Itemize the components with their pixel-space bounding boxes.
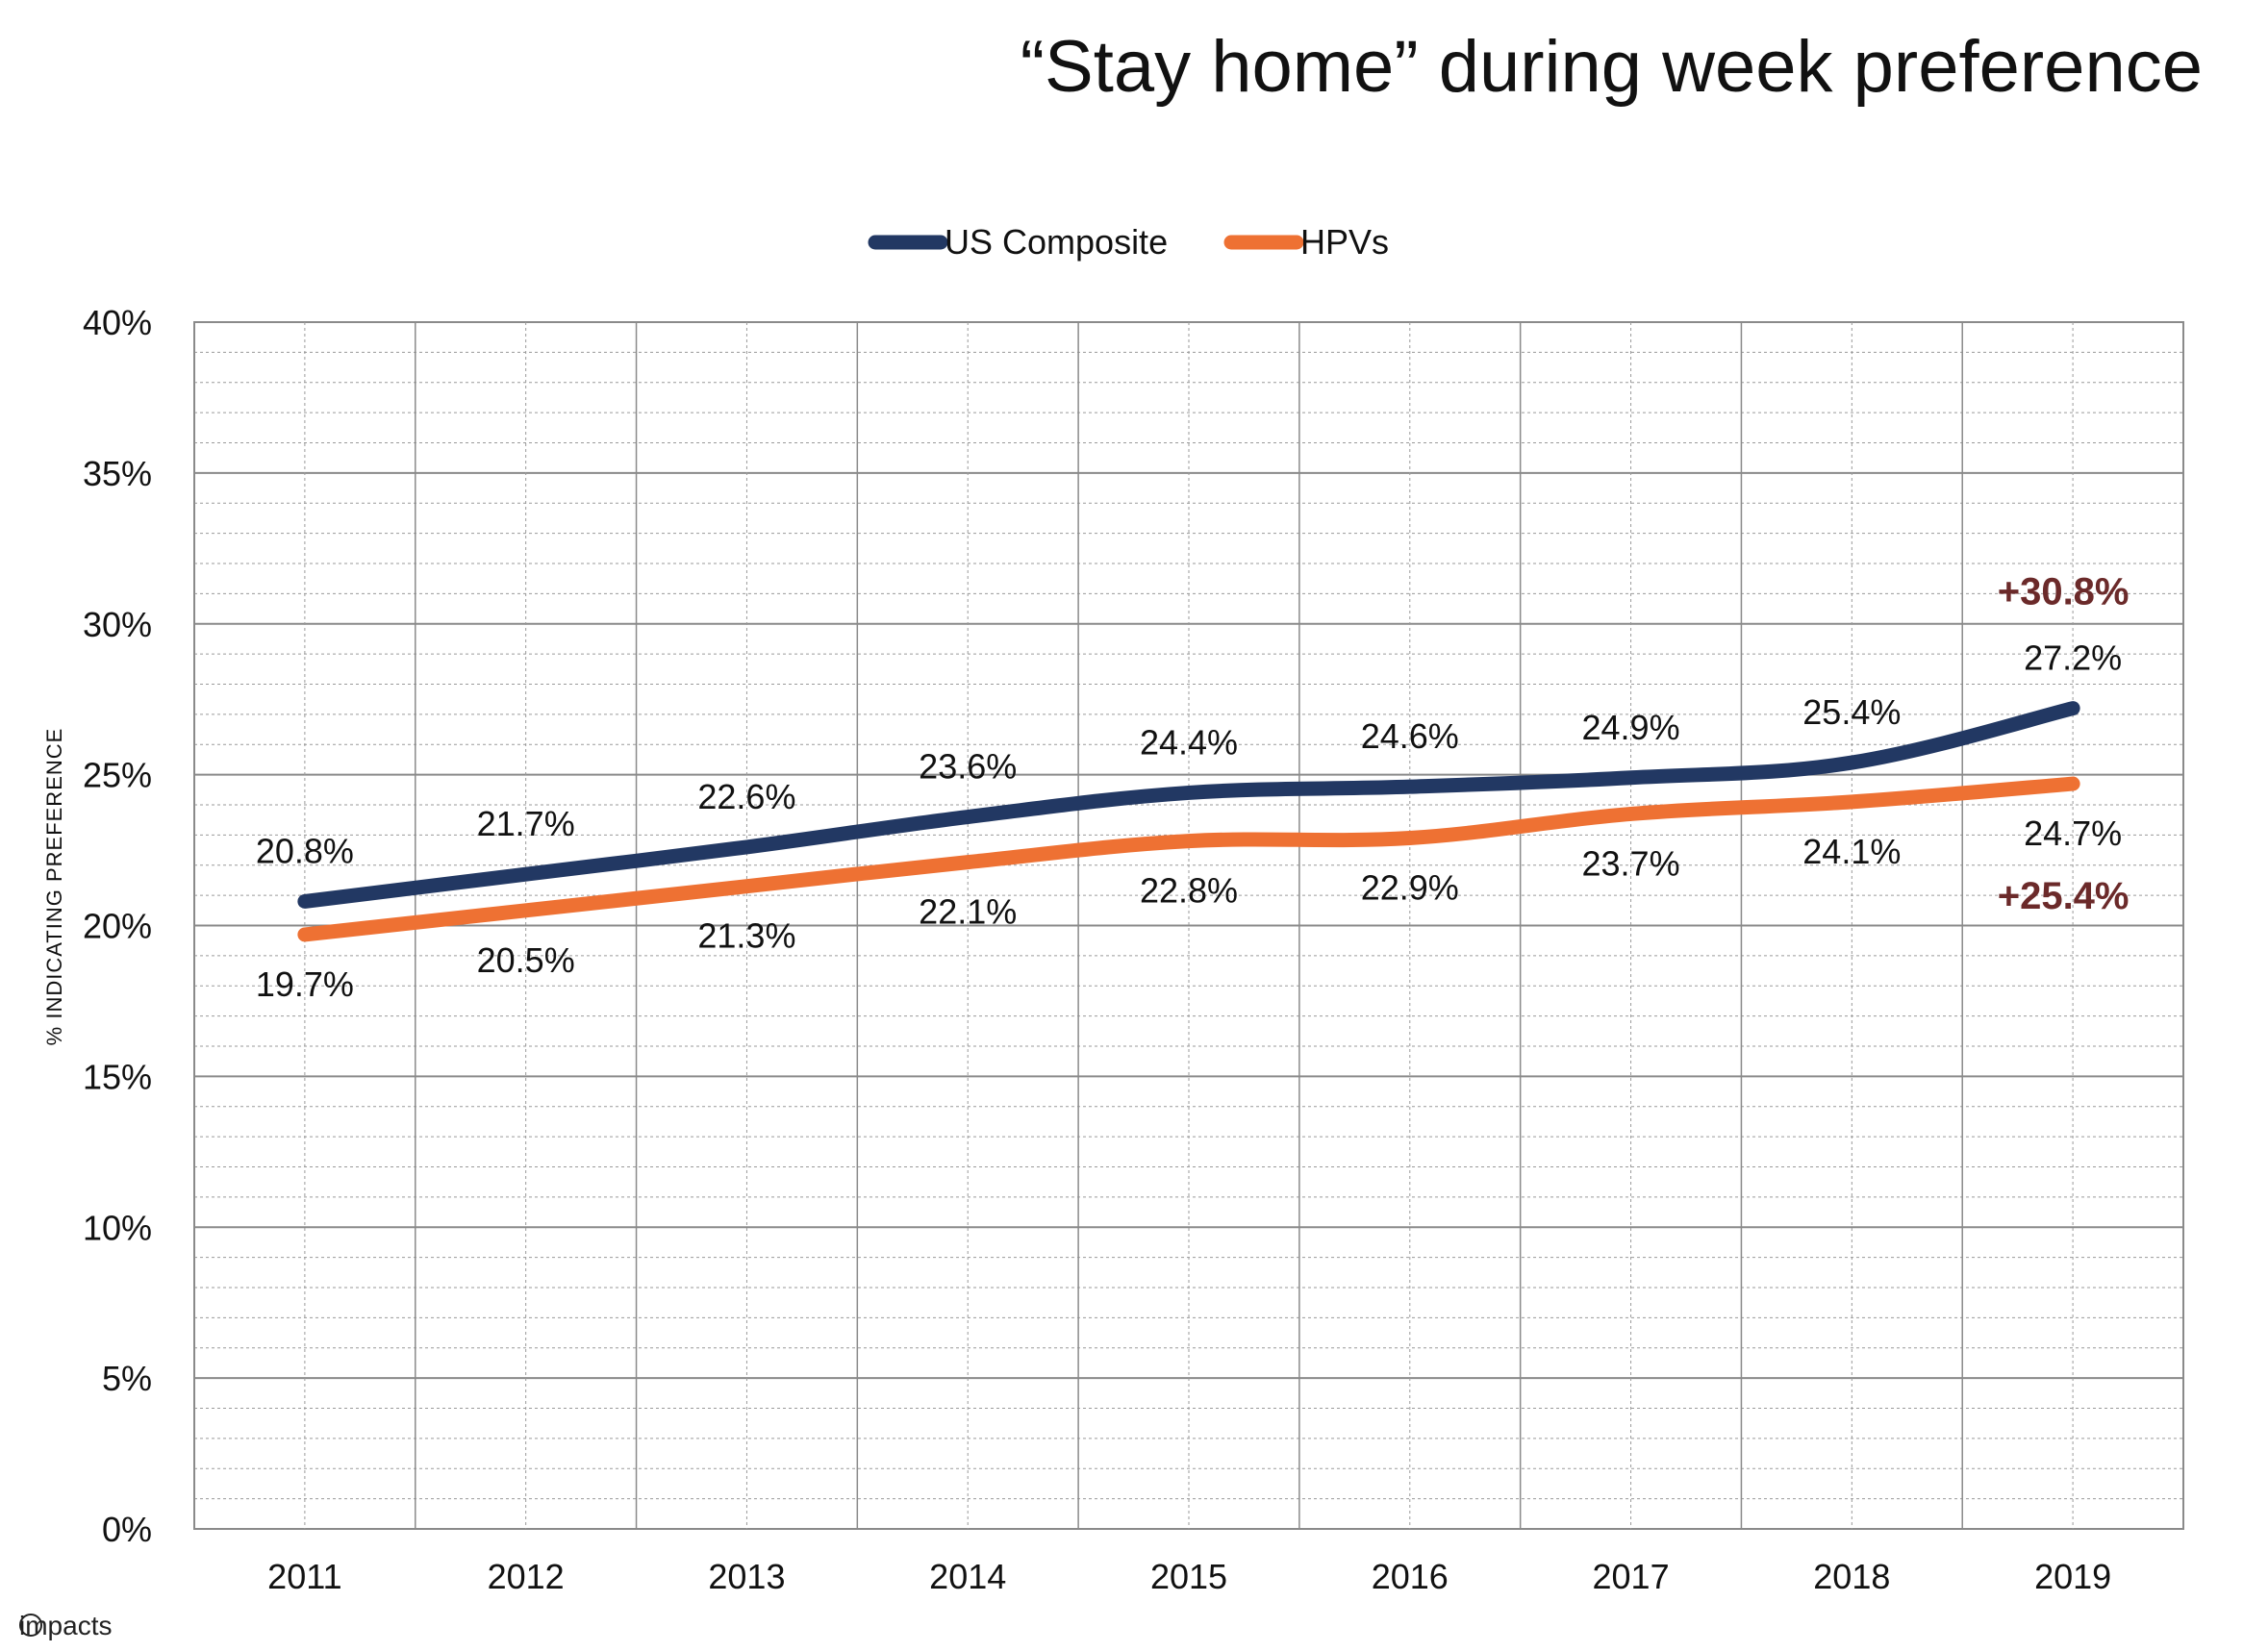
legend-label-us-composite: US Composite bbox=[945, 222, 1168, 262]
change-labels: +30.8% +25.4% bbox=[1998, 571, 2130, 917]
change-label-us-composite: +30.8% bbox=[1998, 571, 2130, 613]
y-tick-label: 10% bbox=[83, 1208, 152, 1247]
change-label-hpvs: +25.4% bbox=[1998, 875, 2130, 917]
data-label-hpvs: 24.7% bbox=[2024, 813, 2122, 853]
brand-logo: impacts bbox=[19, 1611, 112, 1640]
y-tick-label: 30% bbox=[83, 605, 152, 644]
y-tick-label: 5% bbox=[102, 1359, 152, 1398]
data-label-hpvs: 20.5% bbox=[477, 940, 575, 980]
x-tick-label: 2016 bbox=[1372, 1557, 1449, 1596]
data-labels: 20.8% 21.7% 22.6% 23.6% 24.4% 24.6% 24.9% 25.4%… bbox=[256, 638, 2122, 1004]
logo-icon bbox=[19, 1614, 42, 1637]
data-label-us-composite: 20.8% bbox=[256, 831, 354, 870]
data-label-us-composite: 27.2% bbox=[2024, 638, 2122, 678]
chart-grid bbox=[193, 321, 2184, 1530]
data-label-hpvs: 22.9% bbox=[1361, 868, 1459, 908]
legend: US Composite HPVs bbox=[868, 222, 1389, 262]
legend-label-hpvs: HPVs bbox=[1300, 222, 1389, 262]
y-tick-label: 15% bbox=[83, 1057, 152, 1096]
data-label-us-composite: 22.6% bbox=[697, 777, 795, 816]
data-label-us-composite: 25.4% bbox=[1802, 692, 1901, 732]
x-tick-label: 2018 bbox=[1813, 1557, 1890, 1596]
x-axis: 2011 2012 2013 2014 2015 2016 2017 2018 2019 bbox=[267, 1557, 2111, 1596]
x-tick-label: 2014 bbox=[929, 1557, 1006, 1596]
y-axis: 0% 5% 10% 15% 20% 25% 30% 35% 40% bbox=[83, 303, 152, 1549]
chart-title: “Stay home” during week preference bbox=[1021, 26, 2203, 108]
y-tick-label: 20% bbox=[83, 907, 152, 946]
y-axis-label: % INDICATING PREFERENCE bbox=[42, 728, 66, 1046]
data-label-us-composite: 24.9% bbox=[1582, 708, 1680, 747]
data-label-us-composite: 21.7% bbox=[477, 804, 575, 843]
series-line-us-composite bbox=[297, 701, 2080, 909]
x-tick-label: 2012 bbox=[488, 1557, 565, 1596]
x-tick-label: 2019 bbox=[2034, 1557, 2111, 1596]
y-tick-label: 35% bbox=[83, 454, 152, 493]
data-label-hpvs: 19.7% bbox=[256, 964, 354, 1004]
data-label-hpvs: 22.8% bbox=[1140, 871, 1238, 911]
y-tick-label: 25% bbox=[83, 756, 152, 795]
data-label-us-composite: 24.6% bbox=[1361, 716, 1459, 756]
logo-text: impacts bbox=[19, 1611, 112, 1640]
data-label-hpvs: 24.1% bbox=[1802, 832, 1901, 871]
y-tick-label: 0% bbox=[102, 1510, 152, 1549]
data-label-hpvs: 22.1% bbox=[919, 892, 1017, 932]
data-label-hpvs: 23.7% bbox=[1582, 843, 1680, 883]
x-tick-label: 2017 bbox=[1593, 1557, 1670, 1596]
data-label-hpvs: 21.3% bbox=[697, 916, 795, 956]
x-tick-label: 2011 bbox=[267, 1557, 341, 1596]
y-tick-label: 40% bbox=[83, 303, 152, 342]
series-lines bbox=[297, 701, 2080, 942]
data-label-us-composite: 24.4% bbox=[1140, 722, 1238, 762]
data-label-us-composite: 23.6% bbox=[919, 747, 1017, 787]
x-tick-label: 2013 bbox=[708, 1557, 785, 1596]
series-line-hpvs bbox=[297, 776, 2080, 942]
x-tick-label: 2015 bbox=[1150, 1557, 1227, 1596]
